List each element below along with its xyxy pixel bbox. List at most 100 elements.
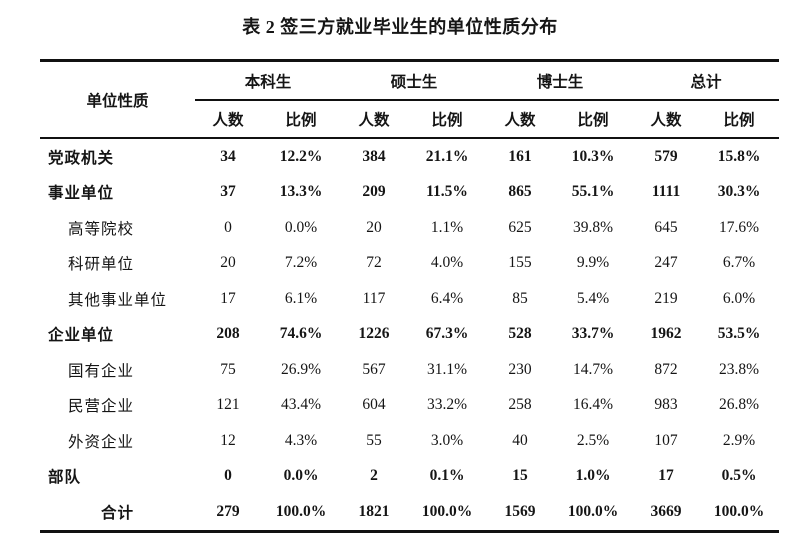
cell-ratio: 30.3% bbox=[717, 183, 761, 201]
column-header-count: 人数 bbox=[633, 100, 700, 139]
cell-count: 1111 bbox=[651, 183, 681, 201]
cell-count: 230 bbox=[508, 360, 532, 378]
group-header-row: 单位性质 本科生 硕士生 博士生 总计 bbox=[40, 59, 780, 139]
cell-count: 384 bbox=[362, 147, 386, 165]
column-header-unit-type: 单位性质 bbox=[40, 59, 195, 139]
cell-ratio: 15.8% bbox=[717, 147, 761, 165]
cell-ratio: 26.8% bbox=[719, 396, 760, 414]
row-label: 企业单位 bbox=[48, 327, 115, 345]
table-row: 国有企业 75 26.9% 567 31.1% 230 14.7% 872 23.8% bbox=[40, 352, 779, 388]
table-body: 党政机关 34 12.2% 384 21.1% 161 10.3% 579 15.8% 事业单位 3… bbox=[40, 138, 780, 533]
cell-ratio: 14.7% bbox=[573, 360, 614, 378]
cell-count: 1821 bbox=[341, 494, 408, 533]
cell-ratio: 0.5% bbox=[721, 467, 757, 485]
column-header-count: 人数 bbox=[487, 100, 554, 139]
table-row: 合计 279 100.0% 1821 100.0% 1569 100.0% 3669 100.0… bbox=[40, 494, 780, 533]
cell-count: 279 bbox=[195, 494, 261, 533]
cell-ratio: 4.3% bbox=[284, 431, 318, 449]
cell-count: 209 bbox=[362, 183, 386, 201]
cell-count: 219 bbox=[654, 289, 678, 307]
cell-ratio: 0.0% bbox=[283, 467, 319, 485]
cell-count: 20 bbox=[220, 254, 236, 272]
column-header-ratio: 比例 bbox=[407, 100, 488, 139]
row-label: 其他事业单位 bbox=[68, 291, 168, 309]
cell-ratio: 17.6% bbox=[719, 218, 760, 236]
cell-count: 247 bbox=[654, 254, 678, 272]
cell-ratio: 12.2% bbox=[279, 147, 323, 165]
cell-count: 3669 bbox=[633, 494, 700, 533]
column-header-ratio: 比例 bbox=[261, 100, 342, 139]
cell-ratio: 7.2% bbox=[284, 254, 318, 272]
cell-count: 117 bbox=[362, 289, 386, 307]
cell-ratio: 67.3% bbox=[425, 325, 469, 343]
cell-count: 645 bbox=[654, 218, 678, 236]
cell-ratio: 31.1% bbox=[427, 360, 468, 378]
cell-count: 1962 bbox=[650, 325, 682, 343]
row-label: 国有企业 bbox=[68, 362, 135, 380]
table-row: 企业单位 208 74.6% 1226 67.3% 528 33.7% 1962 53.5% bbox=[40, 317, 779, 353]
cell-count: 37 bbox=[220, 183, 236, 201]
cell-count: 579 bbox=[654, 147, 678, 165]
cell-ratio: 4.0% bbox=[430, 254, 464, 272]
column-group-doctoral: 博士生 bbox=[487, 59, 634, 101]
table-row: 部队 0 0.0% 2 0.1% 15 1.0% 17 0.5% bbox=[40, 459, 779, 495]
cell-count: 161 bbox=[508, 147, 532, 165]
cell-ratio: 13.3% bbox=[279, 183, 323, 201]
row-label: 党政机关 bbox=[48, 149, 115, 167]
column-header-ratio: 比例 bbox=[553, 100, 634, 139]
cell-count: 17 bbox=[658, 467, 674, 485]
cell-count: 17 bbox=[220, 289, 236, 307]
cell-count: 20 bbox=[366, 218, 382, 236]
cell-count: 107 bbox=[654, 431, 678, 449]
cell-ratio: 9.9% bbox=[576, 254, 610, 272]
cell-ratio: 74.6% bbox=[279, 325, 323, 343]
cell-count: 872 bbox=[654, 360, 678, 378]
cell-count: 15 bbox=[512, 467, 528, 485]
cell-ratio: 0.1% bbox=[429, 467, 465, 485]
employer-type-distribution-table: 单位性质 本科生 硕士生 博士生 总计 人数 比例 人数 比例 人数 比例 人数… bbox=[40, 59, 780, 533]
column-group-total: 总计 bbox=[633, 59, 780, 101]
cell-ratio: 100.0% bbox=[407, 494, 488, 533]
cell-count: 155 bbox=[508, 254, 532, 272]
cell-ratio: 6.4% bbox=[430, 289, 464, 307]
row-label: 外资企业 bbox=[68, 433, 135, 451]
row-label: 部队 bbox=[48, 469, 82, 487]
cell-ratio: 6.0% bbox=[722, 289, 756, 307]
row-label: 高等院校 bbox=[68, 220, 135, 238]
cell-ratio: 100.0% bbox=[261, 494, 342, 533]
cell-count: 208 bbox=[216, 325, 240, 343]
cell-count: 75 bbox=[220, 360, 236, 378]
cell-count: 258 bbox=[508, 396, 532, 414]
cell-count: 604 bbox=[362, 396, 386, 414]
cell-ratio: 0.0% bbox=[284, 218, 318, 236]
cell-ratio: 1.1% bbox=[430, 218, 464, 236]
column-header-count: 人数 bbox=[341, 100, 408, 139]
sub-header-row: 人数 比例 人数 比例 人数 比例 人数 比例 bbox=[40, 100, 780, 139]
table-row: 其他事业单位 17 6.1% 117 6.4% 85 5.4% 219 6.0% bbox=[40, 281, 779, 317]
row-label: 事业单位 bbox=[48, 185, 115, 203]
table-row: 事业单位 37 13.3% 209 11.5% 865 55.1% 1111 30.3% bbox=[40, 175, 779, 211]
cell-ratio: 43.4% bbox=[280, 396, 322, 414]
table-row: 科研单位 20 7.2% 72 4.0% 155 9.9% 247 6.7% bbox=[40, 246, 779, 282]
table-caption: 表 2 签三方就业毕业生的单位性质分布 bbox=[242, 17, 558, 37]
cell-ratio: 6.7% bbox=[722, 254, 756, 272]
cell-count: 0 bbox=[224, 218, 232, 236]
row-label: 合计 bbox=[40, 494, 195, 533]
cell-count: 865 bbox=[508, 183, 532, 201]
column-header-count: 人数 bbox=[195, 100, 261, 139]
cell-ratio: 3.0% bbox=[430, 431, 464, 449]
cell-ratio: 16.4% bbox=[573, 396, 614, 414]
table-row: 党政机关 34 12.2% 384 21.1% 161 10.3% 579 15.8% bbox=[40, 138, 779, 175]
table-header: 单位性质 本科生 硕士生 博士生 总计 人数 比例 人数 比例 人数 比例 人数… bbox=[40, 59, 780, 139]
cell-count: 55 bbox=[366, 431, 382, 449]
cell-ratio: 6.1% bbox=[284, 289, 318, 307]
cell-count: 121 bbox=[216, 396, 240, 414]
cell-count: 1226 bbox=[358, 325, 390, 343]
cell-ratio: 33.7% bbox=[571, 325, 615, 343]
cell-count: 1569 bbox=[487, 494, 554, 533]
cell-count: 2 bbox=[370, 467, 378, 485]
cell-ratio: 39.8% bbox=[573, 218, 614, 236]
cell-count: 567 bbox=[362, 360, 386, 378]
cell-ratio: 26.9% bbox=[280, 360, 322, 378]
column-header-ratio: 比例 bbox=[699, 100, 780, 139]
